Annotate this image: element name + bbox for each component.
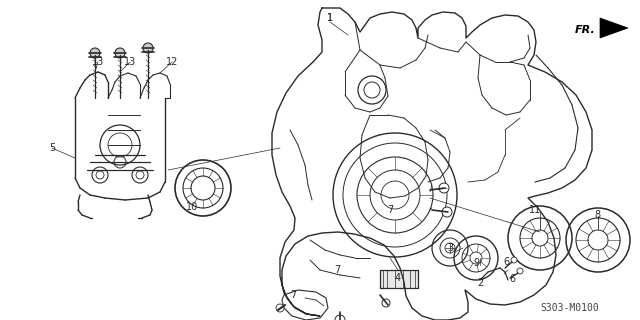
Circle shape	[115, 48, 125, 58]
Circle shape	[517, 268, 523, 274]
Text: 13: 13	[124, 57, 136, 67]
Circle shape	[276, 304, 284, 312]
Text: 2: 2	[477, 278, 483, 288]
Polygon shape	[282, 290, 328, 320]
Polygon shape	[600, 18, 628, 38]
Text: 10: 10	[186, 202, 198, 212]
Circle shape	[90, 48, 100, 58]
Text: 7: 7	[290, 290, 296, 300]
Text: 3: 3	[447, 243, 453, 253]
Text: 6: 6	[503, 257, 509, 267]
Text: 4: 4	[395, 273, 401, 283]
Text: 8: 8	[594, 210, 600, 220]
Text: 1: 1	[327, 13, 333, 23]
Circle shape	[143, 43, 153, 53]
Circle shape	[442, 207, 452, 217]
Text: 5: 5	[49, 143, 55, 153]
Text: S303-M0100: S303-M0100	[540, 303, 599, 313]
Text: 11: 11	[529, 205, 541, 215]
Text: 7: 7	[334, 265, 340, 275]
Bar	[380, 270, 418, 288]
Text: 6: 6	[509, 274, 515, 284]
Circle shape	[511, 257, 517, 263]
Text: 1: 1	[327, 13, 333, 23]
Circle shape	[439, 183, 449, 193]
Text: 13: 13	[92, 57, 104, 67]
Circle shape	[335, 315, 345, 320]
Text: 9: 9	[473, 258, 479, 268]
Circle shape	[382, 299, 390, 307]
Text: 12: 12	[166, 57, 178, 67]
Text: FR.: FR.	[575, 25, 596, 35]
Text: 7: 7	[387, 205, 393, 215]
